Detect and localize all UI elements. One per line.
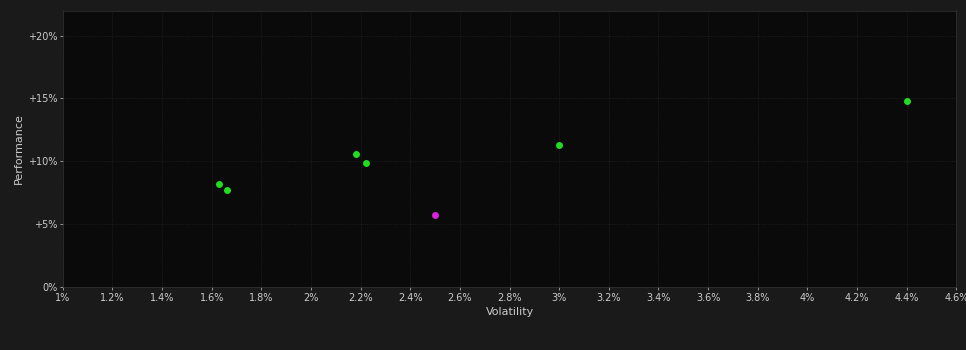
Y-axis label: Performance: Performance bbox=[14, 113, 23, 184]
X-axis label: Volatility: Volatility bbox=[486, 307, 533, 317]
